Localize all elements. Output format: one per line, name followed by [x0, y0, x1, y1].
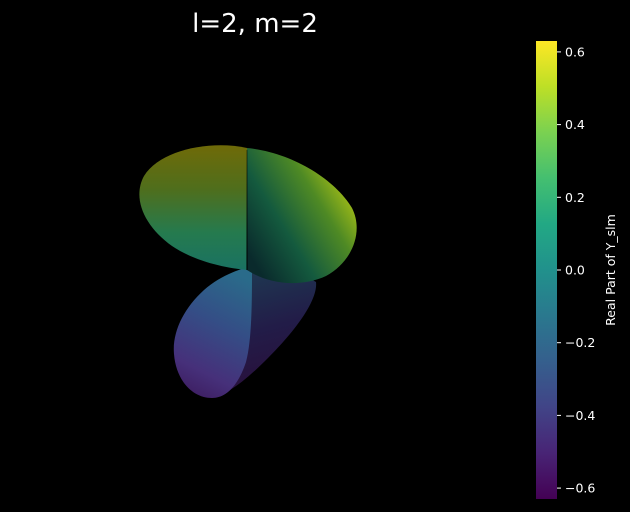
upper-lobe-right — [247, 148, 357, 284]
lower-lobe-left — [173, 266, 252, 398]
colorbar-tick-label: 0.2 — [565, 190, 585, 205]
colorbar-tick-label: 0.6 — [565, 44, 585, 59]
colorbar-ticks: −0.6 −0.4 −0.2 0.0 0.2 0.4 0.6 — [557, 44, 595, 496]
colorbar-tick-label: −0.2 — [565, 335, 595, 350]
colorbar-tick-label: 0.0 — [565, 263, 585, 278]
colorbar-label: Real Part of Y_slm — [603, 214, 618, 326]
colorbar-tick-label: 0.4 — [565, 117, 585, 132]
colorbar-tick-label: −0.4 — [565, 408, 595, 423]
upper-lobe-crease — [246, 150, 248, 270]
colorbar: −0.6 −0.4 −0.2 0.0 0.2 0.4 0.6 Real Part of Y_… — [536, 41, 618, 499]
upper-lobe-left — [139, 145, 247, 270]
colorbar-tick-label: −0.6 — [565, 481, 595, 496]
surface-plot — [139, 145, 357, 398]
chart-title: l=2, m=2 — [192, 9, 318, 39]
colorbar-gradient — [536, 41, 557, 499]
